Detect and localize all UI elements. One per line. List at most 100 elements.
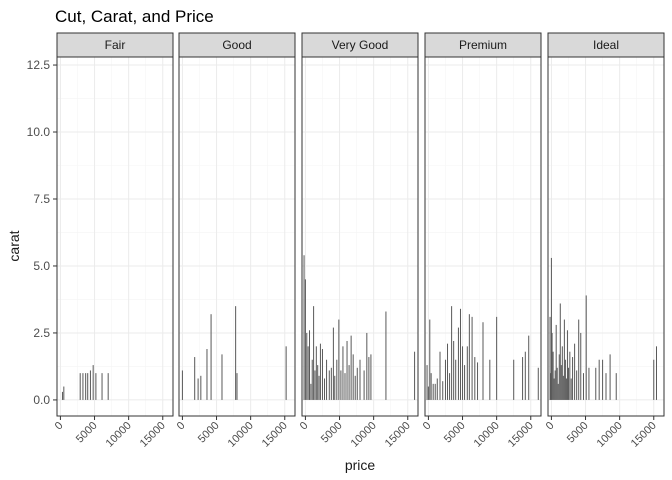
bar: [474, 357, 476, 400]
bar: [562, 375, 564, 400]
bar: [194, 357, 196, 400]
bar: [359, 359, 361, 400]
bar: [444, 359, 446, 400]
x-tick-label: 5000: [442, 420, 468, 446]
bar: [321, 349, 323, 400]
bar: [85, 373, 87, 400]
bar: [528, 335, 530, 400]
bar: [426, 365, 428, 400]
bar: [332, 327, 334, 400]
x-tick-label: 5000: [196, 420, 222, 446]
y-tick-label: 2.5: [33, 326, 50, 340]
x-tick-label: 10000: [472, 420, 502, 450]
facet-strip-label: Premium: [459, 38, 507, 52]
bar: [588, 367, 590, 400]
bar: [328, 370, 330, 400]
bar: [313, 306, 315, 400]
bar: [449, 373, 451, 400]
facet-strip: [547, 32, 665, 58]
bar: [330, 367, 332, 400]
bar: [307, 346, 309, 400]
y-tick-label: 12.5: [27, 58, 51, 72]
bar: [496, 316, 498, 400]
facet-strip: [178, 32, 296, 58]
facet-strip-label: Very Good: [332, 38, 389, 52]
x-tick-label: 15000: [260, 420, 290, 450]
bar: [61, 391, 63, 400]
y-tick-label: 0.0: [33, 393, 50, 407]
bar: [574, 343, 576, 400]
facet-strip-label: Ideal: [593, 38, 619, 52]
bar: [569, 351, 571, 400]
bar: [436, 378, 438, 400]
bar: [354, 375, 356, 400]
bar: [561, 346, 563, 400]
bar: [554, 370, 556, 400]
bar: [348, 365, 350, 400]
bar: [236, 373, 238, 400]
x-tick-label: 10000: [226, 420, 256, 450]
bar: [442, 381, 444, 400]
x-tick-label: 15000: [383, 420, 413, 450]
x-tick-label: 0: [298, 420, 311, 433]
bar: [344, 373, 346, 400]
bar: [221, 354, 223, 400]
facet-panel-very-good: Very Good 0 5000 10000 15000: [298, 32, 419, 450]
bar: [303, 255, 305, 400]
bar: [334, 375, 336, 400]
bar: [342, 346, 344, 400]
bar: [352, 354, 354, 400]
bar: [427, 386, 429, 400]
bar: [559, 303, 561, 400]
bar: [552, 351, 554, 400]
facet-strip: [424, 32, 542, 58]
x-tick-label: 0: [544, 420, 557, 433]
y-axis-title: carat: [6, 230, 22, 261]
bar: [79, 373, 81, 400]
bar: [336, 359, 338, 400]
facet-strip: [56, 32, 174, 58]
bar: [370, 354, 372, 400]
bar: [609, 354, 611, 400]
bar: [462, 346, 464, 400]
bar: [557, 383, 559, 400]
x-tick-label: 10000: [349, 420, 379, 450]
bar: [570, 378, 572, 400]
bar: [567, 367, 569, 400]
facet-panel-fair: Fair 0 5000 10000 15000: [53, 32, 174, 450]
facet-strip-label: Fair: [105, 38, 126, 52]
bar: [455, 359, 457, 400]
bar: [439, 351, 441, 400]
bar: [564, 359, 566, 400]
bar: [602, 359, 604, 400]
x-tick-label: 15000: [629, 420, 659, 450]
facet-strip: [301, 32, 419, 58]
x-tick-label: 10000: [104, 420, 134, 450]
bar: [304, 279, 306, 400]
bar: [310, 383, 312, 400]
bar: [572, 357, 574, 400]
bar: [356, 367, 358, 400]
bar: [555, 324, 557, 400]
x-tick-label: 0: [421, 420, 434, 433]
bar: [432, 383, 434, 400]
facet-panel-ideal: Ideal 0 5000 10000 15000: [544, 32, 665, 450]
x-tick-label: 5000: [319, 420, 345, 446]
bar: [615, 373, 617, 400]
x-tick-label: 5000: [565, 420, 591, 446]
bar: [101, 373, 103, 400]
bar: [92, 365, 94, 400]
x-tick-label: 15000: [506, 420, 536, 450]
facet-panel-premium: Premium 0 5000 10000 15000: [421, 32, 542, 450]
bar: [318, 375, 320, 400]
bar: [210, 314, 212, 400]
bar: [338, 319, 340, 400]
facet-panel-good: Good 0 5000 10000 15000: [175, 32, 296, 450]
bar: [385, 311, 387, 400]
bar: [655, 346, 657, 400]
bar: [595, 367, 597, 400]
bar: [319, 343, 321, 400]
bar: [466, 346, 468, 400]
bar: [578, 319, 580, 400]
